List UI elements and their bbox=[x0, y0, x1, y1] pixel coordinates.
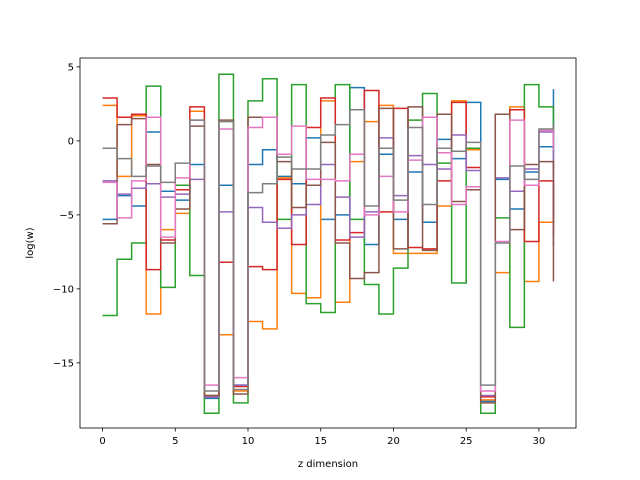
series-layer bbox=[102, 73, 555, 414]
x-axis: 0 5 10 15 20 25 30 bbox=[99, 428, 545, 447]
series-line-2 bbox=[102, 100, 555, 401]
y-tick-label: 0 bbox=[68, 136, 74, 147]
series-line-5 bbox=[102, 131, 555, 398]
x-tick-label: 0 bbox=[99, 436, 105, 447]
x-tick-label: 5 bbox=[172, 436, 178, 447]
y-tick-label: −15 bbox=[53, 358, 74, 369]
plot-frame bbox=[79, 57, 577, 429]
x-tick-label: 30 bbox=[533, 436, 546, 447]
series-line-7 bbox=[102, 116, 555, 392]
y-axis-label: log(w) bbox=[25, 227, 36, 258]
x-tick-label: 10 bbox=[242, 436, 255, 447]
x-tick-label: 25 bbox=[460, 436, 473, 447]
series-line-8 bbox=[102, 109, 555, 392]
x-tick-label: 15 bbox=[314, 436, 327, 447]
y-axis: 5 0 −5 −10 −15 bbox=[53, 62, 80, 369]
y-tick-label: −5 bbox=[59, 210, 74, 221]
x-tick-label: 20 bbox=[387, 436, 400, 447]
y-tick-label: 5 bbox=[68, 62, 74, 73]
x-axis-label: z dimension bbox=[298, 459, 358, 470]
series-line-6 bbox=[102, 106, 555, 404]
y-tick-label: −10 bbox=[53, 284, 74, 295]
